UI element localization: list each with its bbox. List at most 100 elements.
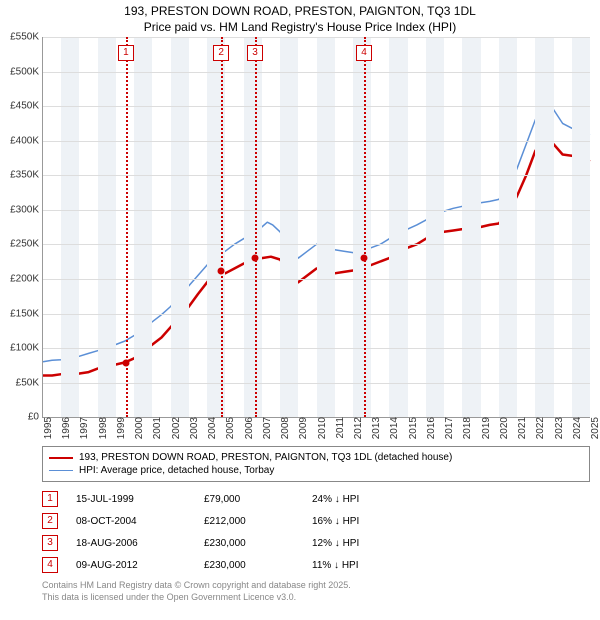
y-tick-label: £50K <box>16 377 43 388</box>
year-band <box>134 37 152 417</box>
title-line-2: Price paid vs. HM Land Registry's House … <box>0 20 600 36</box>
sales-row-price: £79,000 <box>204 494 294 505</box>
y-tick-label: £200K <box>10 274 43 285</box>
sales-row-delta: 16% ↓ HPI <box>312 516 422 527</box>
sales-row-date: 09-AUG-2012 <box>76 560 186 571</box>
x-tick-label: 2000 <box>130 417 145 439</box>
sale-marker-box: 2 <box>213 45 229 61</box>
y-tick-label: £400K <box>10 135 43 146</box>
sale-dot <box>361 255 368 262</box>
x-tick-label: 2002 <box>167 417 182 439</box>
sale-marker-line <box>255 37 257 417</box>
year-band <box>572 37 590 417</box>
year-band <box>353 37 371 417</box>
x-tick-label: 2025 <box>586 417 600 439</box>
year-band <box>499 37 517 417</box>
x-tick-label: 2003 <box>185 417 200 439</box>
chart-title: 193, PRESTON DOWN ROAD, PRESTON, PAIGNTO… <box>0 0 600 37</box>
sales-row-date: 15-JUL-1999 <box>76 494 186 505</box>
legend: 193, PRESTON DOWN ROAD, PRESTON, PAIGNTO… <box>42 446 590 482</box>
x-tick-label: 1997 <box>75 417 90 439</box>
sales-row-marker: 4 <box>42 557 58 573</box>
year-band <box>389 37 407 417</box>
sales-row-date: 18-AUG-2006 <box>76 538 186 549</box>
y-tick-label: £150K <box>10 308 43 319</box>
year-band <box>317 37 335 417</box>
sale-marker-line <box>221 37 223 417</box>
x-tick-label: 2022 <box>531 417 546 439</box>
year-band <box>462 37 480 417</box>
x-tick-label: 2019 <box>477 417 492 439</box>
sale-marker-line <box>364 37 366 417</box>
x-tick-label: 2006 <box>240 417 255 439</box>
x-tick-label: 2011 <box>331 417 346 439</box>
footer-attribution: Contains HM Land Registry data © Crown c… <box>42 580 590 603</box>
legend-label: HPI: Average price, detached house, Torb… <box>79 465 274 476</box>
sale-dot <box>218 267 225 274</box>
x-tick-label: 2009 <box>294 417 309 439</box>
sales-row-price: £230,000 <box>204 538 294 549</box>
sale-marker-box: 3 <box>247 45 263 61</box>
x-tick-label: 2023 <box>550 417 565 439</box>
sale-marker-box: 4 <box>356 45 372 61</box>
x-tick-label: 2008 <box>276 417 291 439</box>
y-tick-label: £500K <box>10 66 43 77</box>
year-band <box>61 37 79 417</box>
x-tick-label: 1999 <box>112 417 127 439</box>
sales-row-marker: 2 <box>42 513 58 529</box>
legend-swatch <box>49 470 73 471</box>
x-tick-label: 2007 <box>258 417 273 439</box>
x-tick-label: 2001 <box>148 417 163 439</box>
x-tick-label: 2015 <box>404 417 419 439</box>
x-tick-label: 2010 <box>313 417 328 439</box>
sales-table: 1 15-JUL-1999 £79,000 24% ↓ HPI 2 08-OCT-2004… <box>42 488 590 576</box>
footer-line-2: This data is licensed under the Open Gov… <box>42 592 590 604</box>
x-tick-label: 2004 <box>203 417 218 439</box>
x-tick-label: 2017 <box>440 417 455 439</box>
y-tick-label: £100K <box>10 343 43 354</box>
y-tick-label: £450K <box>10 101 43 112</box>
year-band <box>280 37 298 417</box>
chart-container: 193, PRESTON DOWN ROAD, PRESTON, PAIGNTO… <box>0 0 600 604</box>
sales-row-price: £212,000 <box>204 516 294 527</box>
year-band <box>98 37 116 417</box>
sales-row-delta: 12% ↓ HPI <box>312 538 422 549</box>
x-tick-label: 2024 <box>568 417 583 439</box>
y-tick-label: £300K <box>10 204 43 215</box>
y-tick-label: £250K <box>10 239 43 250</box>
year-band <box>171 37 189 417</box>
sales-row-marker: 3 <box>42 535 58 551</box>
x-tick-label: 1998 <box>94 417 109 439</box>
sale-marker-box: 1 <box>118 45 134 61</box>
x-tick-label: 2012 <box>349 417 364 439</box>
sales-row-delta: 11% ↓ HPI <box>312 560 422 571</box>
x-tick-label: 1995 <box>39 417 54 439</box>
sales-row-price: £230,000 <box>204 560 294 571</box>
y-tick-label: £550K <box>10 32 43 43</box>
title-line-1: 193, PRESTON DOWN ROAD, PRESTON, PAIGNTO… <box>0 4 600 20</box>
legend-label: 193, PRESTON DOWN ROAD, PRESTON, PAIGNTO… <box>79 452 452 463</box>
legend-row: HPI: Average price, detached house, Torb… <box>49 464 583 477</box>
plot-area: £0£50K£100K£150K£200K£250K£300K£350K£400… <box>42 37 590 418</box>
legend-row: 193, PRESTON DOWN ROAD, PRESTON, PAIGNTO… <box>49 451 583 464</box>
x-tick-label: 2020 <box>495 417 510 439</box>
year-band <box>426 37 444 417</box>
y-tick-label: £350K <box>10 170 43 181</box>
x-tick-label: 2014 <box>385 417 400 439</box>
sales-row-date: 08-OCT-2004 <box>76 516 186 527</box>
year-band <box>535 37 553 417</box>
x-tick-label: 2016 <box>422 417 437 439</box>
sales-row: 3 18-AUG-2006 £230,000 12% ↓ HPI <box>42 532 590 554</box>
sale-dot <box>252 255 259 262</box>
x-tick-label: 2005 <box>221 417 236 439</box>
sales-row-marker: 1 <box>42 491 58 507</box>
sale-dot <box>122 359 129 366</box>
sales-row: 4 09-AUG-2012 £230,000 11% ↓ HPI <box>42 554 590 576</box>
x-tick-label: 2013 <box>367 417 382 439</box>
x-tick-label: 2021 <box>513 417 528 439</box>
x-tick-label: 2018 <box>458 417 473 439</box>
sales-row-delta: 24% ↓ HPI <box>312 494 422 505</box>
year-band <box>244 37 262 417</box>
sales-row: 2 08-OCT-2004 £212,000 16% ↓ HPI <box>42 510 590 532</box>
x-tick-label: 1996 <box>57 417 72 439</box>
